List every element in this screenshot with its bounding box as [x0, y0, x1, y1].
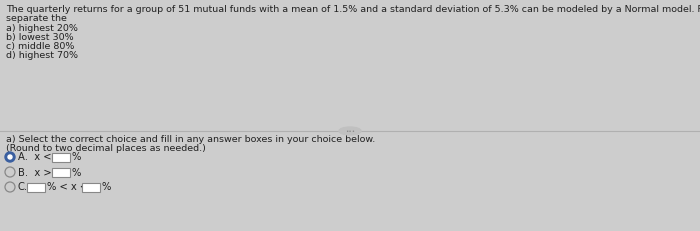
- Circle shape: [5, 167, 15, 177]
- Text: c) middle 80%: c) middle 80%: [6, 42, 74, 51]
- Text: separate the: separate the: [6, 14, 67, 23]
- Text: b) lowest 30%: b) lowest 30%: [6, 33, 74, 42]
- Text: •••: •••: [345, 128, 355, 134]
- FancyBboxPatch shape: [82, 182, 100, 191]
- Text: A.  x <: A. x <: [18, 152, 52, 162]
- Text: a) highest 20%: a) highest 20%: [6, 24, 78, 33]
- FancyBboxPatch shape: [52, 167, 70, 176]
- Text: C.: C.: [18, 182, 28, 192]
- Circle shape: [5, 152, 15, 162]
- FancyBboxPatch shape: [27, 182, 45, 191]
- Text: %: %: [102, 182, 111, 192]
- Text: B.  x >: B. x >: [18, 167, 52, 177]
- Circle shape: [5, 182, 15, 192]
- Text: (Round to two decimal places as needed.): (Round to two decimal places as needed.): [6, 144, 206, 153]
- Text: a) Select the correct choice and fill in any answer boxes in your choice below.: a) Select the correct choice and fill in…: [6, 135, 375, 144]
- Text: %: %: [72, 167, 81, 177]
- FancyBboxPatch shape: [52, 152, 70, 161]
- Text: %: %: [72, 152, 81, 162]
- Text: d) highest 70%: d) highest 70%: [6, 51, 78, 60]
- Text: % < x <: % < x <: [47, 182, 88, 192]
- Ellipse shape: [339, 127, 361, 135]
- Circle shape: [8, 155, 12, 159]
- Text: The quarterly returns for a group of 51 mutual funds with a mean of 1.5% and a s: The quarterly returns for a group of 51 …: [6, 5, 700, 14]
